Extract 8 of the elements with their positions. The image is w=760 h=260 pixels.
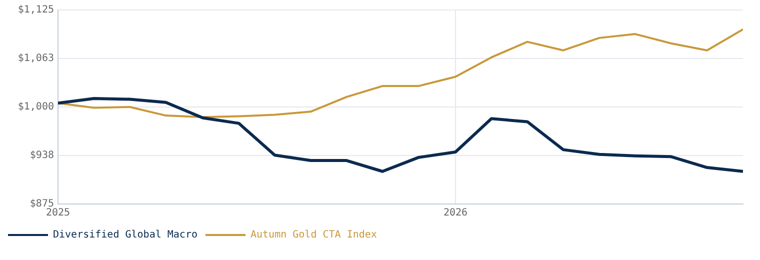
x-tick-label: 2025 [46,208,70,219]
y-tick-label: $938 [30,150,54,162]
y-tick-label: $1,000 [18,102,54,113]
y-tick-label: $1,063 [18,53,54,64]
legend-label: Autumn Gold CTA Index [250,230,377,241]
x-tick-label: 2026 [443,208,468,219]
legend-label: Diversified Global Macro [53,230,198,241]
y-tick-label: $1,125 [18,4,54,16]
